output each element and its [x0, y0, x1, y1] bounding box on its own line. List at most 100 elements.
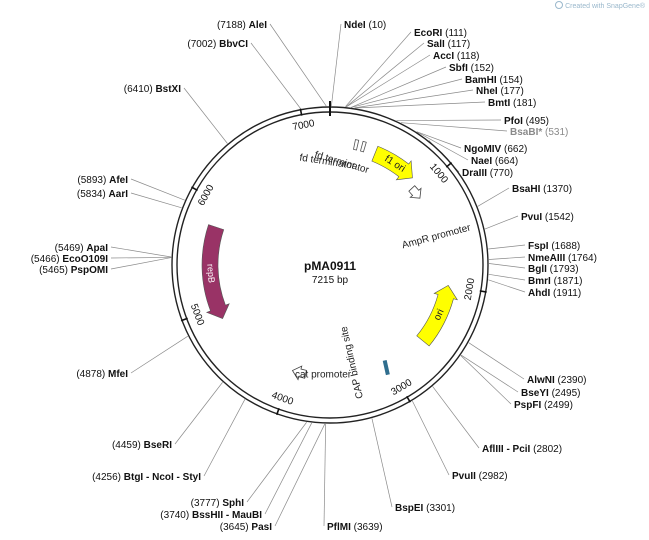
- site-ecoo109i[interactable]: (5466) EcoO109I: [31, 254, 108, 265]
- site-bamhi[interactable]: BamHI (154): [465, 75, 523, 86]
- site-name: BbvCI: [219, 39, 248, 50]
- site-fspi[interactable]: FspI (1688): [528, 241, 580, 252]
- binding-site-mark[interactable]: [382, 360, 390, 376]
- site-pspomi[interactable]: (5465) PspOMI: [39, 265, 108, 276]
- site-name: NmeAIII: [528, 253, 565, 264]
- feature-f1-ori[interactable]: f1 ori: [371, 145, 413, 181]
- site-apai[interactable]: (5469) ApaI: [55, 243, 109, 254]
- site-name: AhdI: [528, 288, 550, 299]
- site-pasi[interactable]: (3645) PasI: [220, 522, 272, 533]
- feature-ori[interactable]: ori: [416, 285, 458, 347]
- site-bseyi[interactable]: BseYI (2495): [521, 388, 580, 399]
- site-leader-line: [110, 257, 172, 270]
- feature-cat-promoter[interactable]: cat promoter: [291, 365, 352, 381]
- site-leader-line: [432, 386, 480, 449]
- site-bbvci[interactable]: (7002) BbvCI: [187, 39, 248, 50]
- site-acci[interactable]: AccI (118): [433, 51, 480, 62]
- site-sali[interactable]: SalI (117): [427, 39, 470, 50]
- site-ndei[interactable]: NdeI (10): [344, 20, 386, 31]
- feature-cap-binding-site[interactable]: CAP binding site: [339, 325, 390, 400]
- site-leader-line: [460, 355, 512, 405]
- site-bspei[interactable]: BspEI (3301): [395, 503, 455, 514]
- site-pflmi[interactable]: PflMI (3639): [327, 522, 383, 533]
- site-nhei[interactable]: NheI (177): [476, 86, 524, 97]
- site-position: (664): [492, 156, 518, 167]
- site-position: (3740): [160, 510, 192, 521]
- site-ecori[interactable]: EcoRI (111): [414, 28, 467, 39]
- tick-label: 2000: [463, 277, 478, 301]
- promoter-arrow[interactable]: [291, 365, 307, 381]
- site-name: ApaI: [86, 243, 108, 254]
- site-aari[interactable]: (5834) AarI: [77, 189, 128, 200]
- site-name: PfoI: [504, 116, 523, 127]
- site-leader-line: [351, 78, 463, 108]
- site-bseri[interactable]: (4459) BseRI: [112, 440, 172, 451]
- snapgene-logo-icon: [555, 1, 564, 9]
- site-name: NaeI: [471, 156, 492, 167]
- site-alwni[interactable]: AlwNI (2390): [527, 375, 586, 386]
- promoter-arrow[interactable]: [408, 185, 422, 199]
- terminator-mark[interactable]: [353, 139, 360, 151]
- site-pvui[interactable]: PvuI (1542): [521, 212, 574, 223]
- site-position: (2982): [476, 471, 508, 482]
- site-position: (5834): [77, 189, 109, 200]
- site-leader-line: [110, 257, 172, 259]
- tick-mark: [406, 395, 411, 403]
- site-ahdi[interactable]: AhdI (1911): [528, 288, 581, 299]
- site-name: AleI: [249, 20, 268, 31]
- site-bstxi[interactable]: (6410) BstXI: [124, 84, 181, 95]
- site-bmri[interactable]: BmrI (1871): [528, 276, 582, 287]
- plasmid-name: pMA0911: [304, 259, 356, 273]
- terminator-mark[interactable]: [359, 140, 367, 153]
- tick-mark: [445, 161, 453, 168]
- restriction-site-labels[interactable]: (7188) AleI (7002) BbvCI (6410) BstXI (5893…: [31, 20, 597, 533]
- site-name: PflMI: [327, 522, 351, 533]
- site-naei[interactable]: NaeI (664): [471, 156, 518, 167]
- feature-ampr-promoter[interactable]: AmpR promoter: [401, 185, 473, 251]
- site-position: (1764): [565, 253, 597, 264]
- site-leader-line: [488, 244, 526, 250]
- site-afei[interactable]: (5893) AfeI: [77, 175, 128, 186]
- feature-arrow[interactable]: [371, 145, 413, 181]
- site-name: EcoRI: [414, 28, 443, 39]
- site-name: MfeI: [108, 369, 128, 380]
- tick-label: 5000: [188, 302, 206, 327]
- site-alei[interactable]: (7188) AleI: [217, 20, 267, 31]
- feature-arrow[interactable]: [201, 224, 230, 319]
- site-position: (3639): [351, 522, 383, 533]
- site-afliii-pcii[interactable]: AflIII - PciI (2802): [482, 444, 562, 455]
- site-bsahi[interactable]: BsaHI (1370): [512, 184, 572, 195]
- site-sphi[interactable]: (3777) SphI: [191, 498, 245, 509]
- site-bsshii-maubi[interactable]: (3740) BssHII - MauBI: [160, 510, 262, 521]
- site-pvuii[interactable]: PvuII (2982): [452, 471, 508, 482]
- site-name: SbfI: [449, 63, 468, 74]
- site-sbfi[interactable]: SbfI (152): [449, 63, 494, 74]
- site-leader-line: [488, 263, 526, 269]
- site-position: (117): [445, 39, 470, 50]
- site-leader-line: [264, 422, 313, 515]
- feature-arrow[interactable]: [416, 285, 458, 347]
- site-position: (5465): [39, 265, 71, 276]
- site-pfoi[interactable]: PfoI (495): [504, 116, 549, 127]
- site-bsabi[interactable]: BsaBI* (531): [510, 127, 568, 138]
- site-position: (5469): [55, 243, 87, 254]
- site-btgi-ncoi-styi[interactable]: (4256) BtgI - NcoI - StyI: [92, 472, 201, 483]
- site-name: SphI: [222, 498, 244, 509]
- site-position: (4459): [112, 440, 144, 451]
- feature-fd-terminator[interactable]: fd terminator: [313, 140, 371, 176]
- feature-repb[interactable]: repB: [201, 224, 230, 319]
- site-position: (1688): [549, 241, 581, 252]
- site-leader-line: [416, 131, 469, 161]
- site-draiii[interactable]: DraIII (770): [462, 168, 513, 179]
- site-mfei[interactable]: (4878) MfeI: [76, 369, 128, 380]
- site-bmti[interactable]: BmtI (181): [488, 98, 536, 109]
- site-position: (3301): [423, 503, 455, 514]
- site-pspfi[interactable]: PspFI (2499): [514, 400, 573, 411]
- feature-label: cat promoter: [295, 369, 352, 380]
- site-leader-line: [371, 418, 393, 508]
- site-ngomiv[interactable]: NgoMIV (662): [464, 144, 527, 155]
- site-nmeaiii[interactable]: NmeAIII (1764): [528, 253, 597, 264]
- site-leader-line: [416, 131, 462, 149]
- site-bgli[interactable]: BglI (1793): [528, 264, 579, 275]
